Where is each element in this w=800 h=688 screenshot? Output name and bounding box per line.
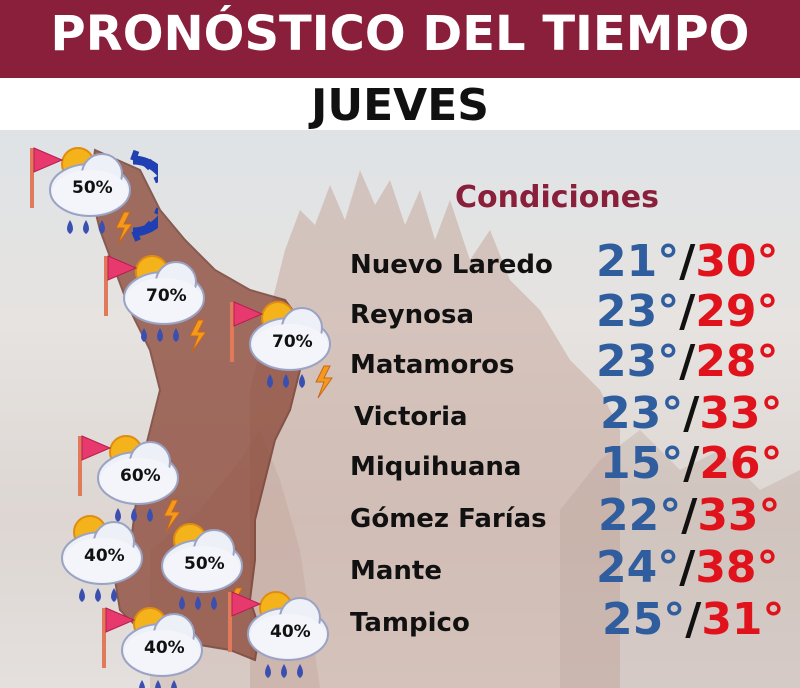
city-row: Nuevo Laredo 21°/30° bbox=[350, 236, 800, 290]
temperature-separator: / bbox=[685, 594, 702, 645]
rain-probability-label: 70% bbox=[146, 286, 187, 306]
rain-drops-icon bbox=[139, 680, 177, 688]
temperature-separator: / bbox=[681, 490, 698, 541]
rain-drops-icon bbox=[115, 508, 153, 522]
cloud-icon bbox=[247, 597, 329, 661]
city-row: Reynosa 23°/29° bbox=[350, 286, 800, 340]
weather-icon: 60% bbox=[76, 428, 206, 538]
rain-drops-icon bbox=[265, 664, 303, 678]
city-name: Nuevo Laredo bbox=[350, 250, 553, 280]
max-temperature: 26° bbox=[699, 438, 783, 489]
cloud-icon bbox=[61, 521, 143, 585]
day-title: JUEVES bbox=[311, 80, 489, 131]
rain-probability-label: 40% bbox=[270, 622, 311, 642]
temperature-range: 23°/33° bbox=[600, 388, 783, 439]
flag-icon bbox=[78, 435, 112, 496]
max-temperature: 31° bbox=[701, 594, 785, 645]
weather-icon: 40% bbox=[40, 508, 170, 618]
city-name: Gómez Farías bbox=[350, 504, 547, 534]
city-row: Miquihuana 15°/26° bbox=[350, 438, 800, 492]
city-name: Tampico bbox=[350, 608, 470, 638]
rain-drops-icon bbox=[79, 588, 117, 602]
temperature-separator: / bbox=[683, 388, 700, 439]
weather-icon: 50% bbox=[28, 140, 158, 250]
max-temperature: 28° bbox=[695, 336, 779, 387]
temperature-separator: / bbox=[683, 438, 700, 489]
page-title: PRONÓSTICO DEL TIEMPO bbox=[50, 6, 750, 62]
temperature-range: 24°/38° bbox=[596, 542, 779, 593]
rain-drops-icon bbox=[67, 220, 105, 234]
rain-probability-label: 70% bbox=[272, 332, 313, 352]
temperature-range: 23°/28° bbox=[596, 336, 779, 387]
rain-probability-label: 60% bbox=[120, 466, 161, 486]
city-name: Miquihuana bbox=[350, 452, 522, 482]
rain-probability-label: 50% bbox=[184, 554, 225, 574]
cloud-icon bbox=[123, 261, 205, 325]
min-temperature: 23° bbox=[596, 286, 680, 337]
weather-icon: 40% bbox=[100, 600, 230, 688]
max-temperature: 38° bbox=[695, 542, 779, 593]
city-name: Matamoros bbox=[350, 350, 515, 380]
temperature-range: 22°/33° bbox=[598, 490, 781, 541]
min-temperature: 23° bbox=[600, 388, 684, 439]
city-name: Reynosa bbox=[350, 300, 474, 330]
temperature-separator: / bbox=[679, 542, 696, 593]
rain-drops-icon bbox=[267, 374, 305, 388]
max-temperature: 30° bbox=[695, 236, 779, 287]
cloud-icon bbox=[97, 441, 179, 505]
min-temperature: 25° bbox=[602, 594, 686, 645]
min-temperature: 23° bbox=[596, 336, 680, 387]
sun-gear-icon bbox=[130, 149, 158, 242]
min-temperature: 21° bbox=[596, 236, 680, 287]
max-temperature: 29° bbox=[695, 286, 779, 337]
flag-icon bbox=[104, 255, 138, 316]
temperature-separator: / bbox=[679, 286, 696, 337]
mountain-background bbox=[150, 170, 800, 688]
weather-icon: 50% bbox=[140, 516, 270, 626]
rain-drops-icon bbox=[179, 596, 217, 610]
max-temperature: 33° bbox=[697, 490, 781, 541]
min-temperature: 15° bbox=[600, 438, 684, 489]
rain-probability-label: 40% bbox=[144, 638, 185, 658]
cloud-icon bbox=[121, 613, 203, 677]
city-row: Gómez Farías 22°/33° bbox=[350, 490, 800, 544]
weather-icon: 40% bbox=[226, 584, 356, 688]
temperature-range: 25°/31° bbox=[602, 594, 785, 645]
city-row: Matamoros 23°/28° bbox=[350, 336, 800, 390]
header-band bbox=[0, 0, 800, 78]
min-temperature: 22° bbox=[598, 490, 682, 541]
cloud-icon bbox=[249, 307, 331, 371]
temperature-range: 21°/30° bbox=[596, 236, 779, 287]
lightning-icon bbox=[189, 319, 207, 353]
city-row: Victoria 23°/33° bbox=[350, 388, 800, 442]
max-temperature: 33° bbox=[699, 388, 783, 439]
conditions-title: Condiciones bbox=[455, 180, 659, 215]
temperature-range: 15°/26° bbox=[600, 438, 783, 489]
flag-icon bbox=[228, 591, 262, 652]
lightning-icon bbox=[315, 365, 333, 399]
flag-icon bbox=[30, 147, 64, 208]
rain-drops-icon bbox=[141, 328, 179, 342]
flag-icon bbox=[230, 301, 264, 362]
cloud-icon bbox=[161, 529, 243, 593]
rain-probability-label: 50% bbox=[72, 178, 113, 198]
city-row: Tampico 25°/31° bbox=[350, 594, 800, 648]
rain-probability-label: 40% bbox=[84, 546, 125, 566]
lightning-icon bbox=[163, 499, 181, 533]
weather-icon: 70% bbox=[102, 248, 232, 358]
cloud-icon bbox=[49, 153, 131, 217]
day-band bbox=[0, 78, 800, 130]
temperature-separator: / bbox=[679, 236, 696, 287]
lightning-icon bbox=[115, 211, 133, 245]
city-name: Victoria bbox=[354, 402, 468, 432]
min-temperature: 24° bbox=[596, 542, 680, 593]
temperature-separator: / bbox=[679, 336, 696, 387]
flag-icon bbox=[102, 607, 136, 668]
city-name: Mante bbox=[350, 556, 442, 586]
city-row: Mante 24°/38° bbox=[350, 542, 800, 596]
weather-icon: 70% bbox=[228, 294, 358, 404]
temperature-range: 23°/29° bbox=[596, 286, 779, 337]
